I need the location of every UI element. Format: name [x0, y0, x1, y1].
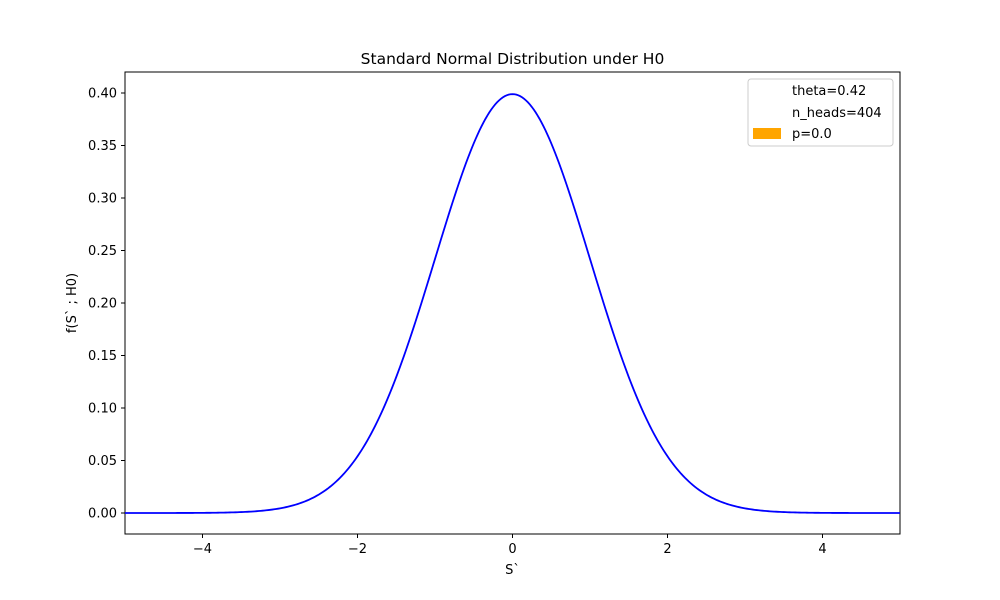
y-tick-label: 0.05 [88, 454, 117, 469]
x-axis: −4 −2 0 2 4 [193, 534, 827, 557]
legend-label-n-heads: n_heads=404 [792, 106, 882, 121]
x-tick-label: −2 [348, 542, 367, 557]
y-axis: 0.00 0.05 0.10 0.15 0.20 0.25 0.30 0.35 0.40 [88, 87, 125, 522]
chart-title: Standard Normal Distribution under H0 [361, 50, 665, 68]
x-tick-label: 4 [818, 542, 826, 557]
legend-label-theta: theta=0.42 [792, 84, 866, 99]
y-tick-label: 0.35 [88, 139, 117, 154]
y-tick-label: 0.30 [88, 192, 117, 207]
pdf-curve [125, 93, 900, 514]
legend-patch-p [753, 128, 781, 139]
y-tick-label: 0.40 [88, 87, 117, 102]
y-axis-label: f(S` ; H0) [65, 273, 80, 333]
x-tick-label: −4 [193, 542, 212, 557]
y-tick-label: 0.15 [88, 349, 117, 364]
y-tick-label: 0.00 [88, 507, 117, 522]
x-tick-label: 0 [508, 542, 516, 557]
x-tick-label: 2 [663, 542, 671, 557]
y-tick-label: 0.10 [88, 402, 117, 417]
y-tick-label: 0.25 [88, 244, 117, 259]
legend: theta=0.42 n_heads=404 p=0.0 [747, 78, 894, 147]
legend-frame [747, 78, 894, 147]
series-group [125, 93, 900, 514]
x-axis-label: S` [505, 563, 520, 578]
y-tick-label: 0.20 [88, 297, 117, 312]
legend-label-p: p=0.0 [792, 127, 832, 142]
